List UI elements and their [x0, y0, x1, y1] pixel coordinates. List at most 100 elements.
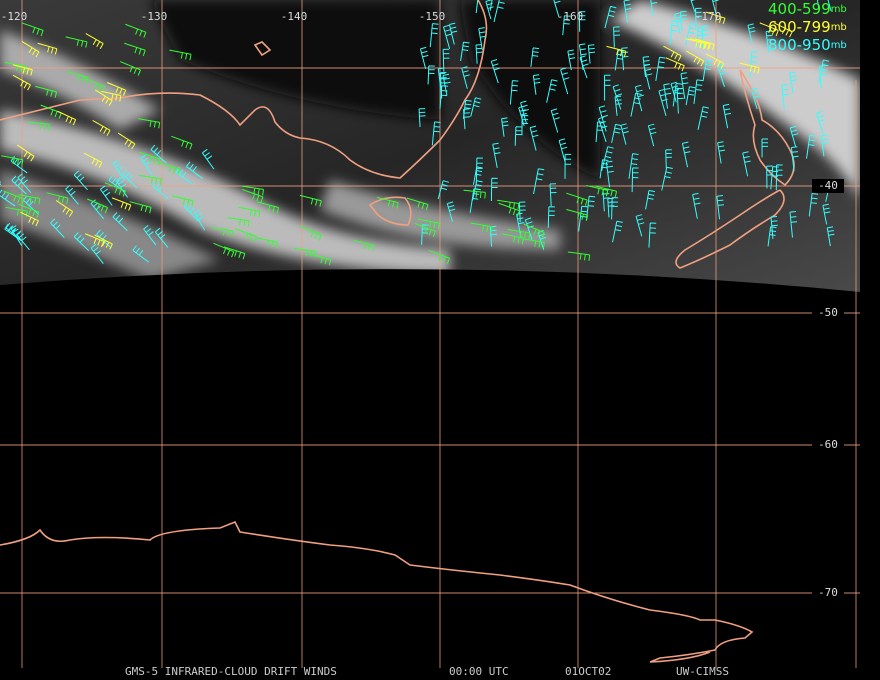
wind-barb: [20, 211, 39, 227]
tasmania-island: [253, 41, 272, 57]
wind-barb: [665, 57, 685, 72]
label-bg: [812, 586, 844, 600]
wind-barb: [611, 123, 622, 143]
wind-barb: [558, 138, 568, 162]
wind-barb: [154, 227, 169, 248]
wind-barb: [586, 195, 596, 220]
footer-product: GMS-5 INFRARED-CLOUD DRIFT WINDS: [125, 665, 337, 678]
wind-barb: [235, 228, 257, 243]
wind-barb: [529, 125, 539, 151]
wind-barb: [11, 175, 27, 195]
wind-barb: [171, 135, 193, 150]
wind-barb: [421, 224, 429, 245]
wind-barb: [613, 26, 620, 48]
wind-barb: [85, 233, 105, 248]
wind-barb: [376, 196, 399, 209]
wind-barb: [612, 220, 623, 243]
wind-barb: [827, 0, 832, 12]
footer-time: 00:00 UTC: [449, 665, 509, 678]
wind-barb: [50, 218, 65, 238]
wind-barb: [816, 111, 825, 134]
wind-barb: [635, 214, 645, 237]
wind-barb: [211, 227, 234, 237]
wind-barb: [442, 48, 450, 72]
wind-barb: [300, 226, 322, 241]
wind-barb: [87, 198, 108, 214]
wind-barb: [663, 45, 682, 62]
wind-barb: [65, 36, 88, 48]
wind-barb: [578, 205, 588, 232]
wind-barb: [788, 71, 797, 93]
wind-barb: [17, 173, 32, 193]
longitude-label: -130: [141, 10, 168, 23]
wind-barb: [516, 212, 525, 238]
wind-barb: [90, 243, 104, 265]
wind-barb: [18, 194, 41, 205]
wind-barb: [695, 7, 702, 29]
wind-barb: [533, 168, 545, 195]
wind-barb: [443, 24, 452, 49]
wind-barb: [437, 180, 450, 200]
wind-barb: [257, 201, 280, 214]
wind-barb: [169, 49, 192, 61]
wind-barb: [419, 46, 429, 70]
wind-barb: [547, 206, 555, 228]
wind-barb: [742, 151, 751, 177]
wind-barb: [674, 12, 683, 35]
wind-barb: [92, 119, 111, 136]
wind-barb: [775, 164, 783, 191]
wind-barb: [158, 162, 180, 175]
wind-barb: [35, 85, 58, 98]
wind-barbs: [0, 0, 837, 266]
wind-barb: [463, 189, 486, 199]
wind-barb: [820, 134, 829, 157]
legend-entry: 800-950mb: [768, 36, 847, 54]
longitude-label: -120: [1, 10, 28, 23]
wind-barb: [566, 192, 588, 206]
label-bg: [812, 438, 844, 452]
wind-barb: [3, 190, 25, 205]
wind-barb: [696, 27, 705, 48]
wind-barb: [607, 197, 615, 218]
wind-barb: [171, 195, 194, 207]
wind-barb: [717, 141, 725, 164]
wind-barb: [83, 152, 103, 168]
labels: GMS-5 INFRARED-CLOUD DRIFT WINDS 00:00 U…: [1, 0, 847, 678]
antarctica-coast: [0, 520, 754, 663]
wind-barb: [490, 177, 498, 202]
wind-barb: [523, 223, 545, 239]
wind-barb: [94, 234, 113, 250]
longitude-label: -160: [557, 10, 584, 23]
wind-barb: [108, 175, 126, 193]
wind-barb: [85, 33, 104, 49]
wind-barb: [530, 47, 540, 67]
wind-barb: [46, 192, 69, 205]
wind-barb: [550, 108, 560, 133]
wind-barb: [611, 197, 619, 220]
wind-barb: [84, 77, 106, 93]
wind-barb: [124, 42, 146, 57]
wind-barb: [739, 62, 760, 74]
wind-barb: [478, 27, 487, 51]
wind-barb: [630, 92, 642, 117]
wind-barb: [470, 222, 493, 233]
cloud-image: [0, 0, 860, 292]
wind-barb: [770, 166, 779, 190]
wind-barb: [485, 0, 494, 20]
wind-barb: [598, 105, 608, 132]
wind-barb: [431, 121, 441, 146]
wind-barb: [175, 167, 193, 185]
wind-barb: [12, 64, 33, 76]
wind-barb: [40, 104, 62, 119]
label-bg: [812, 179, 844, 193]
wind-barb: [693, 79, 703, 104]
legend-entry: 400-599mb: [768, 0, 847, 18]
wind-barb: [1, 155, 24, 166]
wind-barb: [564, 153, 572, 179]
wind-barb: [604, 74, 611, 101]
wind-barb: [749, 51, 758, 78]
wind-barb: [579, 55, 589, 79]
wind-barb: [417, 218, 440, 230]
wind-barb: [604, 5, 617, 29]
wind-barb: [139, 174, 162, 185]
